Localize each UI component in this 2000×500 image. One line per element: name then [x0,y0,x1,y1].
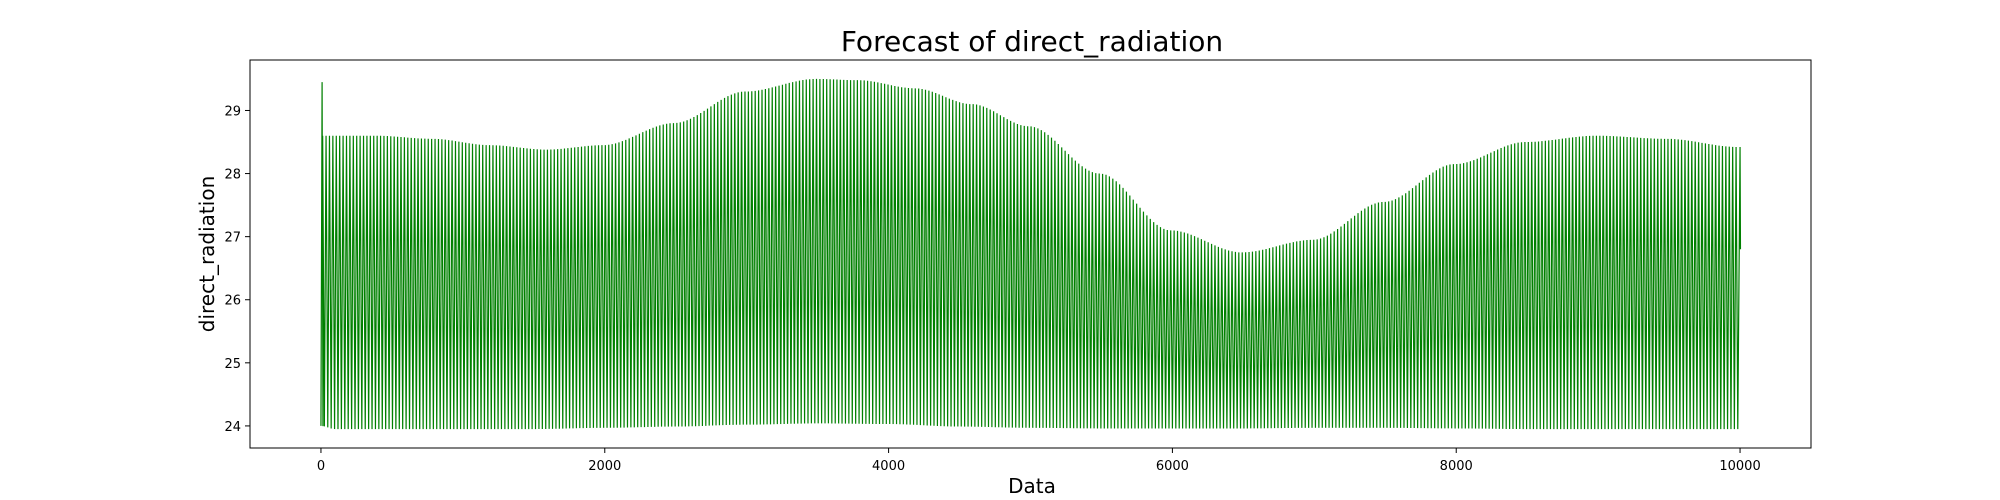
y-tick-label: 25 [224,357,241,372]
y-axis-title: direct_radiation [195,176,219,332]
chart-title: Forecast of direct_radiation [841,25,1223,58]
x-tick-label: 10000 [1719,459,1760,474]
x-tick-label: 6000 [1156,459,1189,474]
y-tick-label: 26 [224,294,241,309]
x-axis: 0 2000 4000 6000 8000 10000 [317,448,1761,474]
y-axis: 24 25 26 27 28 29 [224,104,250,435]
x-axis-title: Data [1008,474,1056,498]
y-tick-label: 24 [224,420,241,435]
x-tick-label: 4000 [872,459,905,474]
series-layer [320,78,1742,430]
x-tick-label: 8000 [1440,459,1473,474]
y-tick-label: 27 [224,231,241,246]
y-tick-label: 28 [224,168,241,183]
plot-frame [249,59,1812,449]
y-tick-label: 29 [224,104,241,119]
forecast-line-series-0 [320,78,1742,430]
x-tick-label: 0 [317,459,325,474]
x-tick-label: 2000 [588,459,621,474]
